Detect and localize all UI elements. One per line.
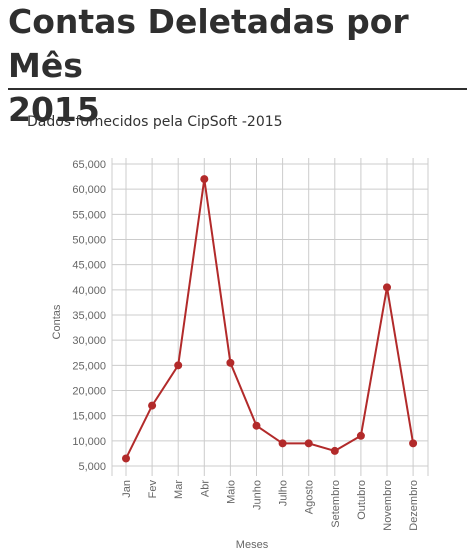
data-points <box>122 175 418 463</box>
y-tick-label: 10,000 <box>72 436 106 448</box>
x-tick-label: Outubro <box>356 480 368 520</box>
x-tick-label: Junho <box>252 480 264 510</box>
data-point <box>383 283 391 292</box>
data-point <box>330 446 339 455</box>
data-point <box>122 454 130 463</box>
series-line <box>125 178 415 459</box>
x-tick-label: Novembro <box>382 480 394 531</box>
x-tick-label: Julho <box>278 480 290 506</box>
chart-subtitle: Dados fornecidos pela CipSoft -2015 <box>27 114 283 130</box>
y-tick-label: 30,000 <box>72 335 106 347</box>
y-tick-label: 35,000 <box>72 310 106 322</box>
x-tick-label: Fev <box>147 480 159 499</box>
y-tick-label: 40,000 <box>72 285 106 297</box>
x-tick-label: Abr <box>199 480 211 497</box>
y-tick-label: 25,000 <box>72 360 106 372</box>
x-tick-label: Mar <box>173 480 185 499</box>
title-divider <box>8 88 467 90</box>
x-tick-label: Maio <box>225 480 237 504</box>
y-tick-label: 45,000 <box>72 260 106 272</box>
page-title-line1: Contas Deletadas por Mês <box>8 2 409 85</box>
data-point <box>200 175 209 184</box>
y-tick-label: 5,000 <box>78 461 106 473</box>
x-tick-label: Setembro <box>330 480 342 528</box>
y-axis-title: Contas <box>51 304 63 339</box>
data-point <box>278 439 287 448</box>
y-tick-label: 60,000 <box>72 184 106 196</box>
x-tick-label: Agosto <box>304 480 316 514</box>
x-tick-label: Dezembro <box>408 480 420 531</box>
data-point <box>226 358 235 367</box>
y-tick-label: 65,000 <box>72 159 106 171</box>
data-point <box>409 439 418 448</box>
y-tick-label: 15,000 <box>72 411 106 423</box>
data-point <box>304 439 313 448</box>
y-tick-label: 50,000 <box>72 235 106 247</box>
data-point <box>174 361 183 370</box>
y-axis-ticks: 65,000 60,000 55,000 50,000 45,000 40,000 35,0… <box>72 159 106 473</box>
chart-grid <box>111 158 429 476</box>
data-point <box>252 421 261 430</box>
line-chart: 65,000 60,000 55,000 50,000 45,000 40,000 35,0… <box>51 158 429 551</box>
x-tick-label: Jan <box>121 480 133 498</box>
page-title-line2: 2015 <box>8 90 100 129</box>
x-axis-ticks: Jan Fev Mar Abr Maio Junho Julho Agosto Setembro… <box>121 480 420 531</box>
data-point <box>148 401 157 410</box>
y-tick-label: 55,000 <box>72 209 106 221</box>
page-title: Contas Deletadas por Mês 2015 <box>8 0 463 132</box>
data-point <box>356 431 365 440</box>
x-axis-title: Meses <box>236 539 269 551</box>
y-tick-label: 20,000 <box>72 386 106 398</box>
